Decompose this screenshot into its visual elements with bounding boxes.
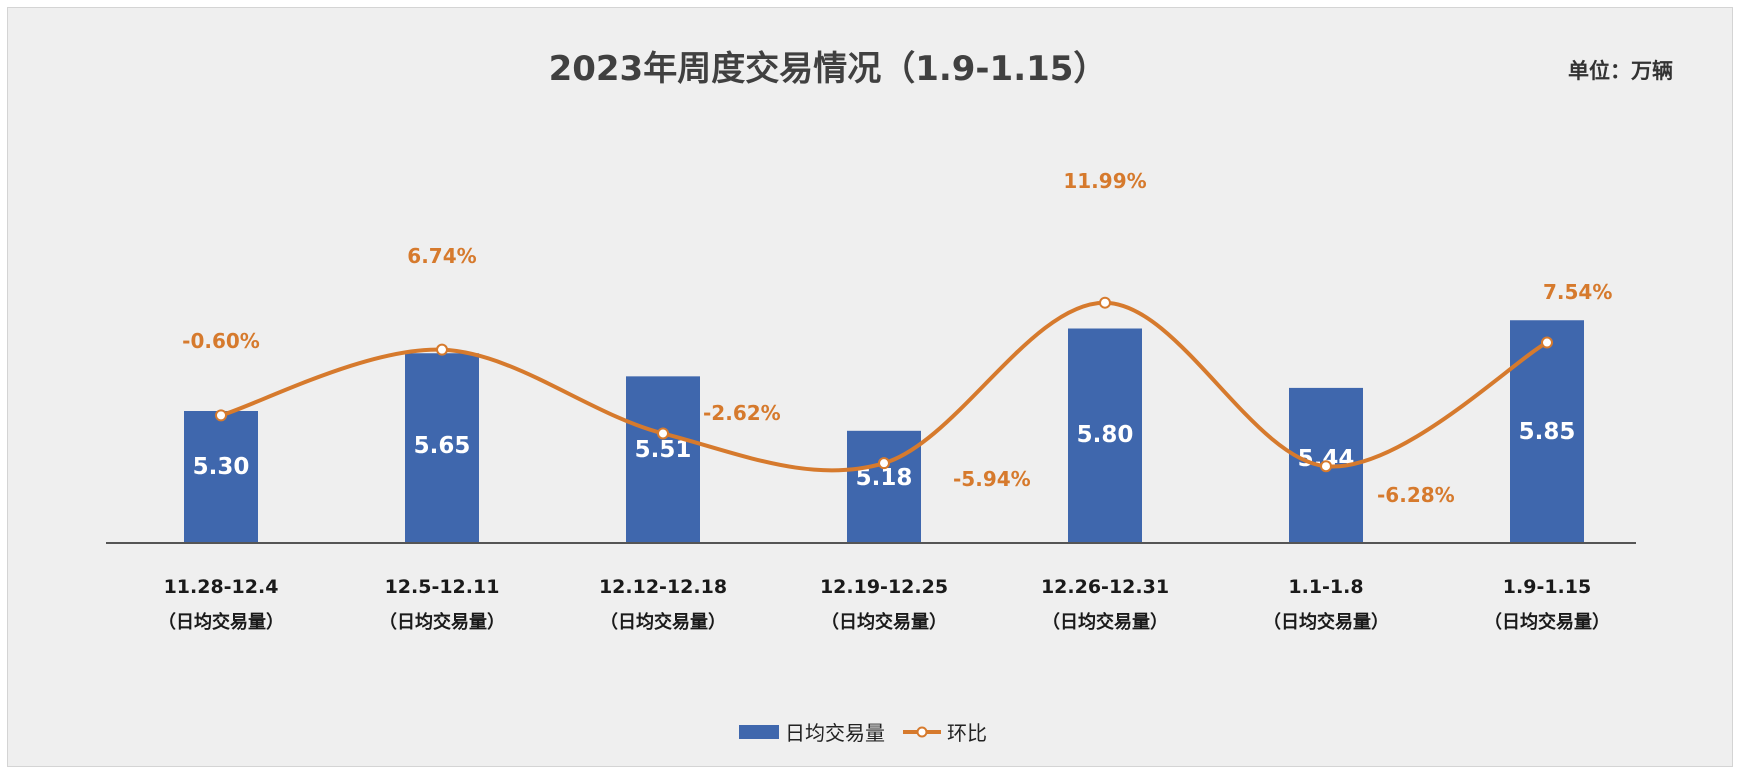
pct-label-1: 6.74% [407, 244, 476, 268]
x-tick-sublabel-6: （日均交易量） [1484, 611, 1610, 633]
x-tick-label-4: 12.26-12.31 [1041, 576, 1169, 598]
bar-2 [626, 376, 700, 543]
chart-title: 2023年周度交易情况（1.9-1.15） [549, 49, 1108, 89]
legend-bar-swatch [739, 725, 779, 739]
line-layer: -0.60% 6.74% -2.62% -5.94% 11.99% -6.28% 7.54% [182, 169, 1612, 507]
line-point-6 [1541, 336, 1553, 349]
bar-0 [184, 411, 258, 543]
line-point-5 [1320, 460, 1332, 473]
line-point-3 [878, 457, 890, 470]
pct-label-3: -5.94% [953, 467, 1031, 491]
line-point-1 [436, 343, 448, 356]
chart-svg: 2023年周度交易情况（1.9-1.15） 单位：万辆 5.30 5.65 5.51… [106, 49, 1673, 745]
x-tick-sublabel-5: （日均交易量） [1263, 611, 1389, 633]
x-tick-label-3: 12.19-12.25 [820, 576, 948, 598]
bar-value-label-0: 5.30 [193, 454, 250, 480]
bar-4 [1068, 328, 1142, 543]
bar-value-label-2: 5.51 [635, 437, 692, 463]
line-point-0 [215, 409, 227, 422]
x-tick-label-0: 11.28-12.4 [164, 576, 279, 598]
x-tick-sublabel-4: （日均交易量） [1042, 611, 1168, 633]
ticks-layer: 11.28-12.4 （日均交易量） 12.5-12.11 （日均交易量） 12.12-… [158, 576, 1610, 633]
pct-label-5: -6.28% [1377, 483, 1455, 507]
bar-1 [405, 353, 479, 543]
line-point-4 [1099, 296, 1111, 309]
x-tick-label-1: 12.5-12.11 [385, 576, 500, 598]
legend-bar-label: 日均交易量 [785, 721, 885, 745]
pct-label-2: -2.62% [703, 401, 781, 425]
bar-value-label-1: 5.65 [414, 433, 471, 459]
unit-label: 单位：万辆 [1568, 59, 1673, 83]
pct-label-4: 11.99% [1063, 169, 1146, 193]
legend-line-label: 环比 [947, 721, 987, 745]
bar-value-label-4: 5.80 [1077, 422, 1134, 448]
line-point-2 [657, 427, 669, 440]
bar-value-label-6: 5.85 [1519, 419, 1576, 445]
legend-line-marker [916, 726, 928, 738]
chart-frame: 2023年周度交易情况（1.9-1.15） 单位：万辆 5.30 5.65 5.51… [7, 7, 1733, 767]
legend: 日均交易量 环比 [739, 721, 987, 745]
x-tick-label-2: 12.12-12.18 [599, 576, 727, 598]
pct-label-6: 7.54% [1543, 280, 1612, 304]
x-tick-label-6: 1.9-1.15 [1503, 576, 1591, 598]
x-tick-sublabel-2: （日均交易量） [600, 611, 726, 633]
x-tick-label-5: 1.1-1.8 [1288, 576, 1363, 598]
x-tick-sublabel-0: （日均交易量） [158, 611, 284, 633]
x-tick-sublabel-3: （日均交易量） [821, 611, 947, 633]
x-tick-sublabel-1: （日均交易量） [379, 611, 505, 633]
pct-label-0: -0.60% [182, 329, 260, 353]
